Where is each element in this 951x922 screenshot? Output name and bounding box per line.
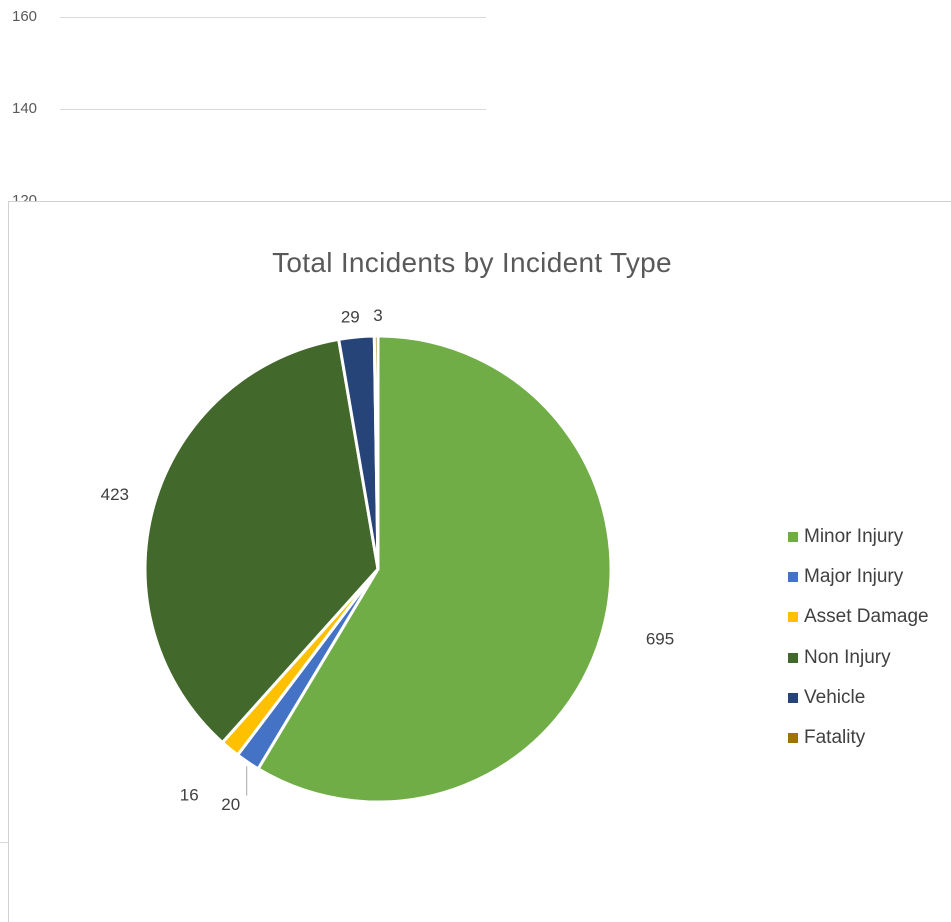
legend-label: Vehicle bbox=[804, 686, 866, 708]
data-label-minor-injury: 695 bbox=[646, 629, 674, 648]
pie-slice-fatality[interactable] bbox=[372, 334, 380, 571]
legend-label: Asset Damage bbox=[804, 606, 929, 628]
pie-slice-non-injury[interactable] bbox=[143, 337, 380, 744]
legend-label: Non Injury bbox=[804, 646, 891, 668]
chart-legend: Minor Injury Major Injury Asset Damage Non … bbox=[788, 525, 929, 766]
legend-item-fatality[interactable]: Fatality bbox=[788, 726, 929, 766]
data-label-asset-damage: 16 bbox=[180, 786, 199, 805]
legend-item-vehicle[interactable]: Vehicle bbox=[788, 686, 929, 726]
legend-item-minor-injury[interactable]: Minor Injury bbox=[788, 525, 929, 565]
legend-swatch bbox=[788, 572, 798, 583]
legend-label: Fatality bbox=[804, 726, 866, 748]
pie-slice-minor-injury[interactable] bbox=[256, 334, 613, 804]
data-label-fatality: 3 bbox=[373, 306, 382, 325]
legend-swatch bbox=[788, 692, 798, 703]
legend-label: Minor Injury bbox=[804, 526, 904, 547]
bg-tick-label: 140 bbox=[12, 100, 38, 117]
bg-gridline bbox=[60, 109, 486, 110]
data-label-major-injury: 20 bbox=[221, 795, 240, 814]
pie-chart: 695 20 16 423 29 3 bbox=[101, 306, 675, 814]
legend-item-non-injury[interactable]: Non Injury bbox=[788, 646, 929, 686]
data-label-non-injury: 423 bbox=[101, 485, 129, 504]
legend-item-major-injury[interactable]: Major Injury bbox=[788, 565, 929, 605]
legend-item-asset-damage[interactable]: Asset Damage bbox=[788, 605, 929, 645]
data-label-vehicle: 29 bbox=[341, 307, 360, 326]
bg-gridline bbox=[60, 17, 486, 18]
bg-gridline-stub bbox=[0, 842, 8, 843]
legend-swatch bbox=[788, 532, 798, 542]
legend-swatch bbox=[788, 652, 798, 663]
bg-tick-label: 160 bbox=[12, 8, 38, 25]
legend-swatch bbox=[788, 732, 798, 743]
legend-label: Major Injury bbox=[804, 566, 904, 588]
legend-swatch bbox=[788, 612, 798, 623]
chart-title: Total Incidents by Incident Type bbox=[272, 247, 672, 278]
